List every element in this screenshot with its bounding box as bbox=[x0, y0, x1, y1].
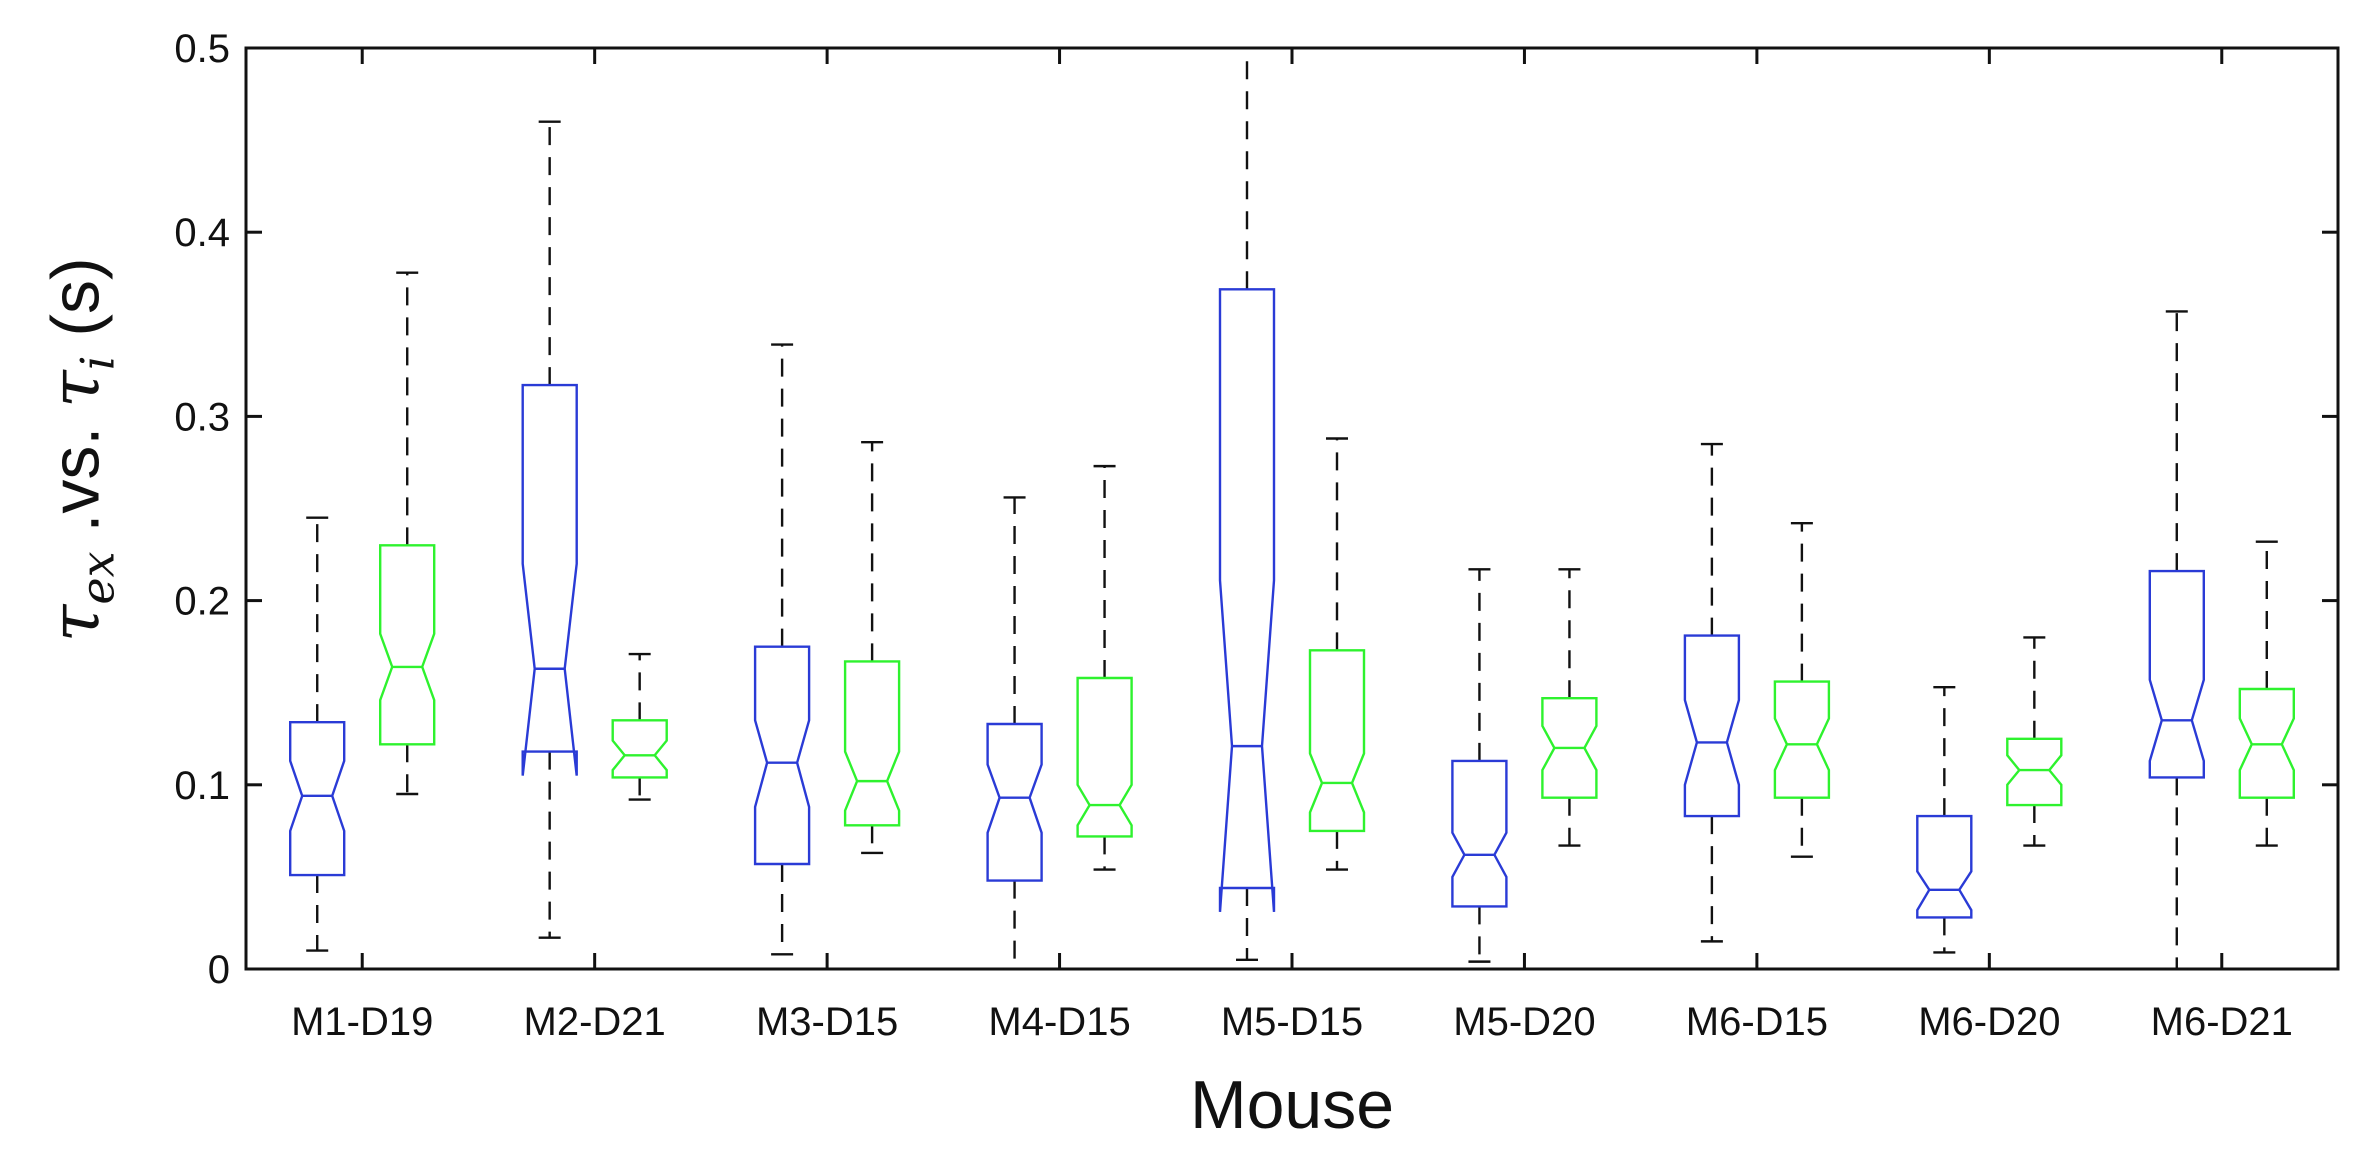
box-tau-ex-m5-d20 bbox=[1451, 568, 1508, 963]
notched-box bbox=[1773, 680, 1831, 799]
notched-box bbox=[1916, 814, 1973, 919]
box-tau-ex-m3-d15 bbox=[753, 343, 811, 956]
notched-box bbox=[1451, 759, 1508, 908]
x-tick-label: M2-D21 bbox=[524, 1000, 666, 1044]
notched-box bbox=[611, 719, 668, 779]
box-tau-i-m5-d20 bbox=[1541, 568, 1598, 847]
box-tau-ex-m1-d19 bbox=[289, 516, 346, 952]
box-tau-ex-m5-d15 bbox=[1218, 46, 1276, 961]
notched-box bbox=[1683, 634, 1741, 818]
box-tau-i-m4-d15 bbox=[1076, 464, 1133, 871]
box-tau-i-m3-d15 bbox=[843, 440, 901, 855]
box-tau-ex-m4-d15 bbox=[986, 496, 1043, 971]
y-tick-label: 0 bbox=[208, 948, 230, 992]
box-tau-ex-m6-d15 bbox=[1683, 442, 1741, 943]
notched-box bbox=[379, 544, 436, 746]
box-tau-i-m6-d15 bbox=[1773, 522, 1831, 858]
y-tick-label: 0.4 bbox=[174, 211, 230, 255]
notched-box bbox=[753, 645, 811, 866]
notched-box bbox=[2006, 737, 2063, 807]
y-tick-label: 0.1 bbox=[174, 764, 230, 808]
notched-box bbox=[289, 721, 346, 877]
box-tau-ex-m2-d21 bbox=[521, 120, 578, 939]
notched-box bbox=[1218, 288, 1276, 912]
notched-box bbox=[521, 383, 578, 776]
box-tau-ex-m6-d20 bbox=[1916, 685, 1973, 954]
notched-box bbox=[986, 722, 1043, 882]
x-tick-label: M6-D15 bbox=[1686, 1000, 1828, 1044]
box-tau-i-m5-d15 bbox=[1308, 437, 1366, 871]
y-tick-label: 0.5 bbox=[174, 27, 230, 71]
box-tau-i-m6-d21 bbox=[2238, 540, 2296, 847]
notched-box bbox=[2238, 687, 2296, 799]
notched-box bbox=[1308, 649, 1366, 833]
box-tau-i-m2-d21 bbox=[611, 652, 668, 801]
y-tick-label: 0.2 bbox=[174, 580, 230, 624]
notched-box bbox=[1076, 676, 1133, 838]
x-tick-label: M5-D15 bbox=[1221, 1000, 1363, 1044]
notched-box bbox=[843, 660, 901, 827]
x-tick-label: M4-D15 bbox=[988, 1000, 1130, 1044]
x-tick-label: M3-D15 bbox=[756, 1000, 898, 1044]
x-tick-label: M6-D21 bbox=[2151, 1000, 2293, 1044]
x-axis-title: Mouse bbox=[1190, 1067, 1394, 1143]
plot-frame bbox=[244, 46, 2340, 971]
notched-box bbox=[1541, 697, 1598, 799]
y-tick-label: 0.3 bbox=[174, 395, 230, 439]
box-tau-i-m1-d19 bbox=[379, 271, 436, 796]
box-tau-ex-m6-d21 bbox=[2148, 310, 2206, 971]
notched-box bbox=[2148, 569, 2206, 779]
box-tau-i-m6-d20 bbox=[2006, 636, 2063, 847]
x-tick-label: M5-D20 bbox=[1453, 1000, 1595, 1044]
x-tick-label: M6-D20 bbox=[1918, 1000, 2060, 1044]
x-tick-label: M1-D19 bbox=[291, 1000, 433, 1044]
y-axis-title: τex .vs. τi (s) bbox=[36, 257, 124, 643]
